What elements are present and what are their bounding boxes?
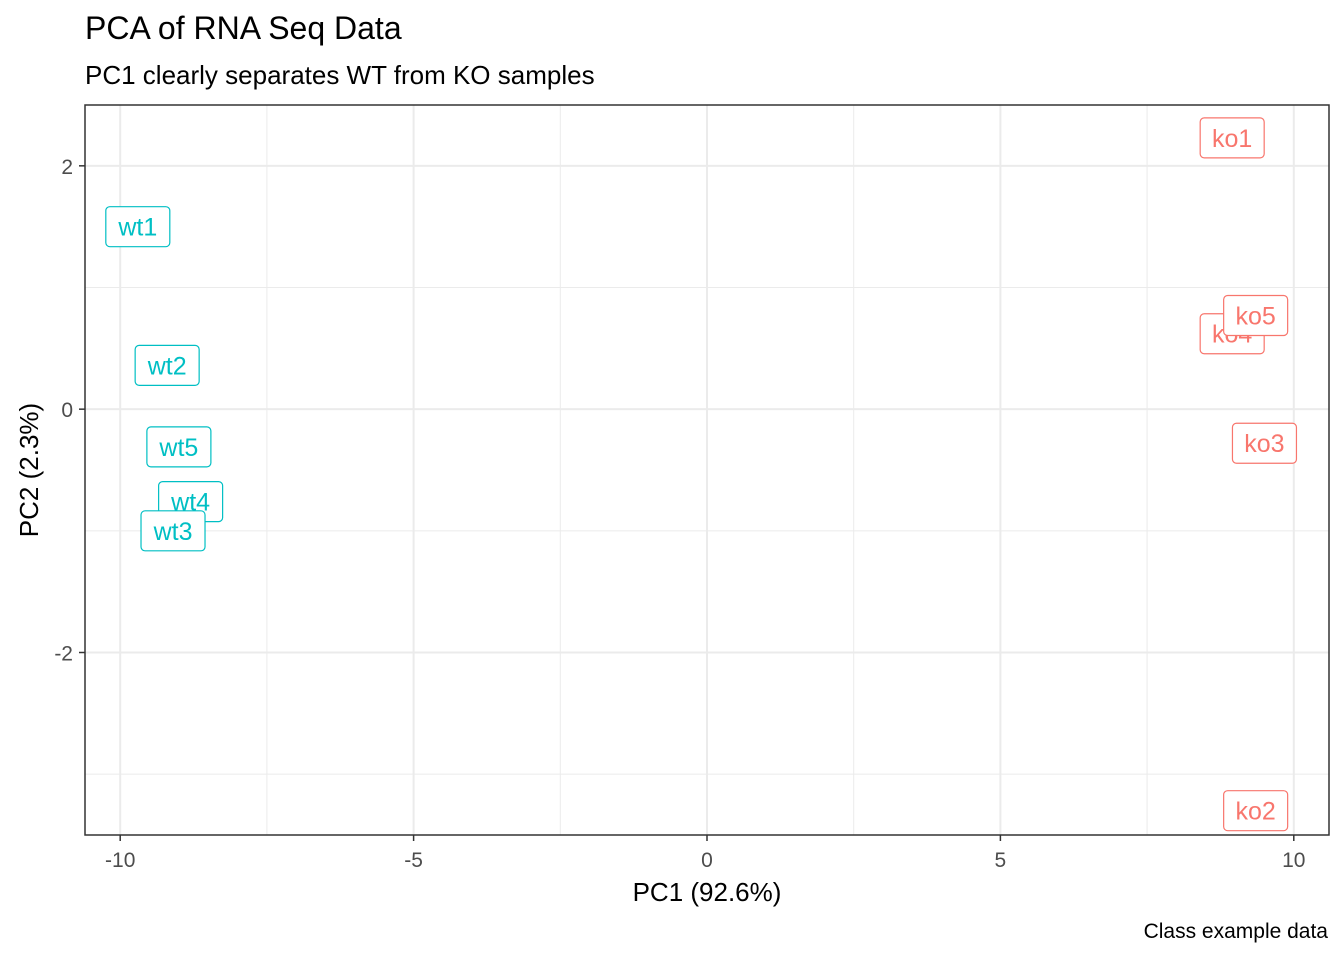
- point-label-text: ko3: [1244, 430, 1284, 458]
- point-label-ko3: ko3: [1231, 422, 1298, 464]
- y-axis-title: PC2 (2.3%): [14, 403, 44, 537]
- point-labels: wt1wt2wt5wt4wt3ko1ko4ko5ko3ko2: [105, 117, 1298, 832]
- x-tick-label: -10: [105, 849, 135, 872]
- chart-title: PCA of RNA Seq Data: [85, 10, 402, 46]
- point-label-text: ko1: [1212, 125, 1252, 153]
- point-label-wt3: wt3: [140, 510, 206, 552]
- y-tick-label: 0: [61, 399, 73, 422]
- chart-caption: Class example data: [1143, 920, 1328, 943]
- point-label-ko2: ko2: [1223, 790, 1289, 832]
- y-tick-label: 2: [61, 156, 73, 179]
- chart-subtitle: PC1 clearly separates WT from KO samples: [85, 60, 595, 90]
- point-label-box: [146, 426, 212, 468]
- x-tick-label: 10: [1282, 849, 1305, 872]
- point-label-wt2: wt2: [134, 344, 200, 386]
- point-label-box: [1223, 294, 1289, 337]
- point-label-box: [134, 344, 200, 386]
- point-label-text: wt1: [117, 214, 157, 242]
- y-tick-label: -2: [54, 643, 73, 666]
- x-tick-label: 5: [995, 849, 1007, 872]
- point-label-wt5: wt5: [146, 426, 212, 468]
- point-label-text: wt5: [158, 434, 198, 462]
- point-label-box: [1231, 422, 1298, 464]
- point-label-ko1: ko1: [1199, 117, 1265, 159]
- point-label-box: [105, 206, 171, 248]
- grid-layer: [85, 105, 1329, 835]
- x-tick-label: 0: [701, 849, 713, 872]
- point-label-text: ko2: [1235, 798, 1275, 826]
- point-label-box: [140, 510, 206, 552]
- x-tick-label: -5: [404, 849, 423, 872]
- point-label-text: wt2: [147, 352, 187, 380]
- point-label-text: wt3: [153, 518, 193, 546]
- point-label-text: ko5: [1235, 302, 1275, 330]
- point-label-wt1: wt1: [105, 206, 171, 248]
- point-label-box: [1223, 790, 1289, 832]
- axis-ticks: -10 -5 0 5 10 -2 0 2: [54, 156, 1305, 872]
- point-label-box: [1199, 117, 1265, 159]
- x-axis-title: PC1 (92.6%): [633, 877, 782, 907]
- point-label-ko5: ko5: [1223, 294, 1289, 337]
